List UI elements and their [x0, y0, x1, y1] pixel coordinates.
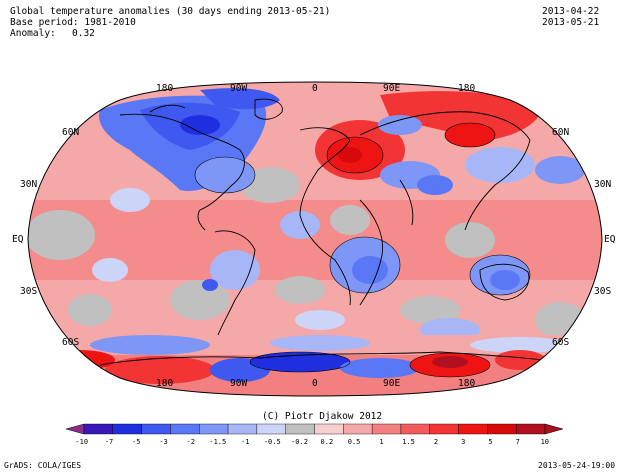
anomaly-value: 0.32 — [72, 28, 95, 39]
lon-label-bottom-0: 0 — [312, 378, 318, 389]
colorbar-arrow-right — [544, 423, 564, 435]
colorbar-tick-label: -10 — [75, 438, 89, 446]
colorbar-tick-label: 10 — [540, 438, 550, 446]
colorbar-segment — [83, 423, 114, 435]
colorbar-arrow-left — [65, 423, 85, 435]
colorbar-tick-label: 2 — [433, 438, 439, 446]
lon-label-bottom-180w: 180 — [156, 378, 174, 389]
lat-label-right-60n: 60N — [552, 127, 570, 138]
colorbar-segment — [515, 423, 546, 435]
base-period: Base period: 1981-2010 — [10, 17, 136, 28]
lat-label-right-60s: 60S — [552, 337, 570, 348]
lon-label-bottom-180e: 180 — [458, 378, 476, 389]
lat-label-right-eq: EQ — [604, 234, 616, 245]
colorbar-segment — [314, 423, 344, 435]
grads-credit: GrADS: COLA/IGES — [4, 461, 82, 470]
anomaly-label: Anomaly: — [10, 28, 56, 39]
lat-label-left-eq: EQ — [12, 234, 24, 245]
colorbar-tick-label: -7 — [104, 438, 114, 446]
colorbar-segment — [400, 423, 430, 435]
lat-label-left-30s: 30S — [20, 286, 38, 297]
lat-label-left-30n: 30N — [20, 179, 38, 190]
colorbar — [65, 423, 564, 435]
lat-label-left-60n: 60N — [62, 127, 80, 138]
colorbar-tick-label: -5 — [132, 438, 141, 446]
lon-label-top-180w: 180 — [156, 83, 174, 94]
lon-label-bottom-90w: 90W — [230, 378, 248, 389]
colorbar-segment — [141, 423, 171, 435]
colorbar-tick-label: -1.5 — [209, 438, 227, 446]
colorbar-tick-label: -0.5 — [263, 438, 281, 446]
colorbar-segment — [371, 423, 402, 435]
colorbar-tick-label: -1 — [241, 438, 250, 446]
colorbar-tick-label: -3 — [159, 438, 168, 446]
colorbar-tick-label: 0.2 — [320, 438, 334, 446]
colorbar-tick-label: 3 — [461, 438, 466, 446]
lon-label-top-180e: 180 — [458, 83, 476, 94]
lon-label-bottom-90e: 90E — [383, 378, 401, 389]
colorbar-tick-label: -0.2 — [291, 438, 308, 446]
colorbar-tick-label: 5 — [488, 438, 493, 446]
colorbar-segment — [343, 423, 373, 435]
colorbar-segment — [458, 423, 488, 435]
colorbar-segment — [199, 423, 229, 435]
colorbar-tick-label: 0.5 — [347, 438, 361, 446]
colorbar-segment — [487, 423, 517, 435]
colorbar-segment — [170, 423, 200, 435]
lon-label-top-90w: 90W — [230, 83, 248, 94]
lon-label-top-90e: 90E — [383, 83, 401, 94]
colorbar-tick-label: 7 — [515, 438, 520, 446]
colorbar-segment — [227, 423, 258, 435]
timestamp: 2013-05-24-19:00 — [538, 461, 616, 470]
colorbar-segment — [256, 423, 286, 435]
date-start: 2013-04-22 — [542, 6, 600, 17]
copyright-text: (C) Piotr Djakow 2012 — [262, 411, 383, 422]
map-title: Global temperature anomalies (30 days en… — [10, 6, 331, 17]
globe-outline — [27, 81, 603, 397]
anomaly-field — [28, 82, 602, 396]
lat-label-right-30s: 30S — [594, 286, 612, 297]
lon-label-top-0: 0 — [312, 83, 318, 94]
colorbar-tick-label: -2 — [186, 438, 195, 446]
colorbar-segment — [112, 423, 142, 435]
colorbar-tick-label: 1.5 — [402, 438, 415, 446]
lat-label-left-60s: 60S — [62, 337, 80, 348]
date-end: 2013-05-21 — [542, 17, 600, 28]
colorbar-segment — [429, 423, 459, 435]
colorbar-tick-label: 1 — [379, 438, 384, 446]
colorbar-segment — [285, 423, 315, 435]
lat-label-right-30n: 30N — [594, 179, 612, 190]
